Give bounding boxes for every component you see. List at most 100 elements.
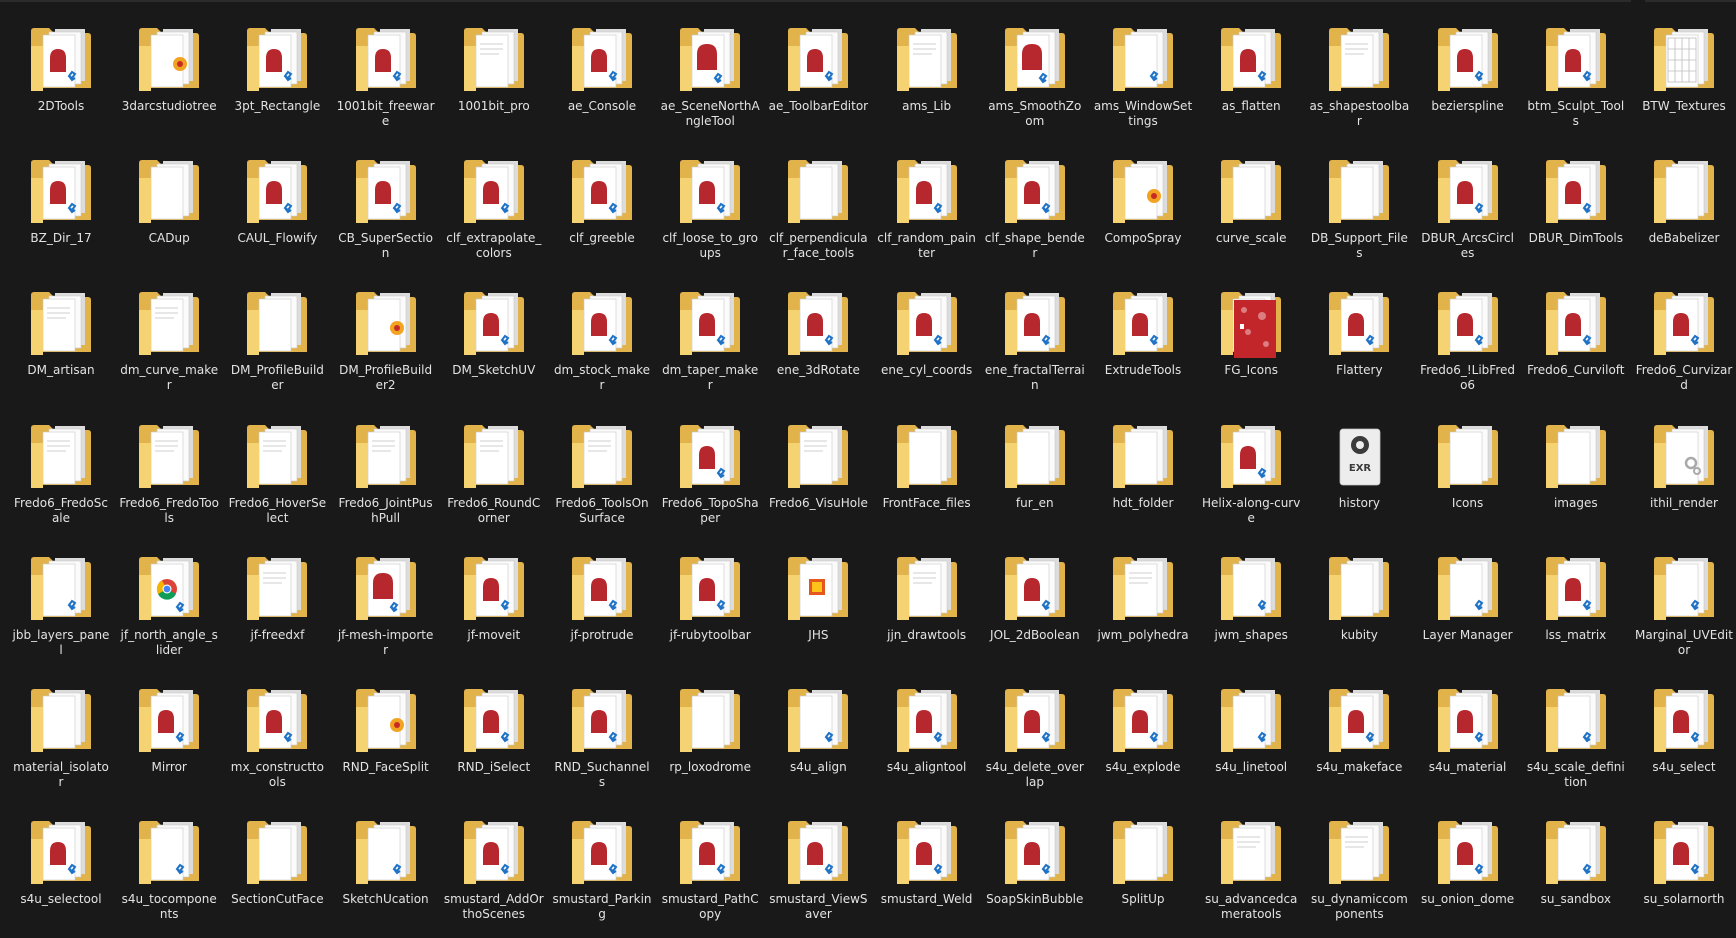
folder-item-as-flatten[interactable]: as_flatten xyxy=(1199,0,1303,128)
folder-item-ae-console[interactable]: ae_Console xyxy=(550,0,654,128)
folder-item-smustard-viewsaver[interactable]: smustard_ViewSaver xyxy=(766,793,870,921)
folder-item-sectioncutface[interactable]: SectionCutFace xyxy=(225,793,329,921)
folder-item-s4u-makeface[interactable]: s4u_makeface xyxy=(1307,661,1411,789)
folder-item-dm-curve-maker[interactable]: dm_curve_maker xyxy=(117,264,221,392)
folder-item-3pt-rectangle[interactable]: 3pt_Rectangle xyxy=(225,0,329,128)
folder-item-ene-3drotate[interactable]: ene_3dRotate xyxy=(766,264,870,392)
folder-item-su-onion-dome[interactable]: su_onion_dome xyxy=(1416,793,1520,921)
folder-item-dbur-arcscircles[interactable]: DBUR_ArcsCircles xyxy=(1416,132,1520,260)
folder-item-dm-stock-maker[interactable]: dm_stock_maker xyxy=(550,264,654,392)
folder-item-fredo6-roundcorner[interactable]: Fredo6_RoundCorner xyxy=(442,397,546,525)
folder-item-fredo6-hoverselect[interactable]: Fredo6_HoverSelect xyxy=(225,397,329,525)
folder-item-1001bit-pro[interactable]: 1001bit_pro xyxy=(442,0,546,128)
folder-item-fredo6-fredoscale[interactable]: Fredo6_FredoScale xyxy=(9,397,113,525)
folder-item-su-advancedcameratools[interactable]: su_advancedcameratools xyxy=(1199,793,1303,921)
folder-item-2dtools[interactable]: 2DTools xyxy=(9,0,113,128)
folder-item-jhs[interactable]: JHS xyxy=(766,529,870,657)
folder-item-compospray[interactable]: CompoSpray xyxy=(1091,132,1195,260)
folder-item-material-isolator[interactable]: material_isolator xyxy=(9,661,113,789)
folder-item-smustard-weld[interactable]: smustard_Weld xyxy=(875,793,979,921)
folder-item-btm-sculpt-tools[interactable]: btm_Sculpt_Tools xyxy=(1524,0,1628,128)
folder-item-ene-cyl-coords[interactable]: ene_cyl_coords xyxy=(875,264,979,392)
folder-item-clf-extrapolate-colors[interactable]: clf_extrapolate_colors xyxy=(442,132,546,260)
folder-item-ae-toolbareditor[interactable]: ae_ToolbarEditor xyxy=(766,0,870,128)
folder-item-frontface-files[interactable]: FrontFace_files xyxy=(875,397,979,525)
folder-item-rnd-suchannels[interactable]: RND_Suchannels xyxy=(550,661,654,789)
folder-item-debabelizer[interactable]: deBabelizer xyxy=(1632,132,1736,260)
folder-item-fredo6-curvizard[interactable]: Fredo6_Curvizard xyxy=(1632,264,1736,392)
folder-item-flattery[interactable]: Flattery xyxy=(1307,264,1411,392)
folder-item-clf-random-painter[interactable]: clf_random_painter xyxy=(875,132,979,260)
folder-item-mirror[interactable]: Mirror xyxy=(117,661,221,789)
folder-item-s4u-align[interactable]: s4u_align xyxy=(766,661,870,789)
folder-item-dm-sketchuv[interactable]: DM_SketchUV xyxy=(442,264,546,392)
folder-item-kubity[interactable]: kubity xyxy=(1307,529,1411,657)
folder-item-rnd-facesplit[interactable]: RND_FaceSplit xyxy=(334,661,438,789)
folder-item-fg-icons[interactable]: FG_Icons xyxy=(1199,264,1303,392)
folder-item-s4u-explode[interactable]: s4u_explode xyxy=(1091,661,1195,789)
folder-item-su-sandbox[interactable]: su_sandbox xyxy=(1524,793,1628,921)
folder-item-fredo6-visuhole[interactable]: Fredo6_VisuHole xyxy=(766,397,870,525)
folder-item-fredo6-curviloft[interactable]: Fredo6_Curviloft xyxy=(1524,264,1628,392)
folder-item-rnd-iselect[interactable]: RND_iSelect xyxy=(442,661,546,789)
folder-item-1001bit-freeware[interactable]: 1001bit_freeware xyxy=(334,0,438,128)
folder-item-smustard-pathcopy[interactable]: smustard_PathCopy xyxy=(658,793,762,921)
folder-item-s4u-delete-overlap[interactable]: s4u_delete_overlap xyxy=(983,661,1087,789)
folder-item-s4u-selectool[interactable]: s4u_selectool xyxy=(9,793,113,921)
folder-item-soapskinbubble[interactable]: SoapSkinBubble xyxy=(983,793,1087,921)
folder-item-jf-rubytoolbar[interactable]: jf-rubytoolbar xyxy=(658,529,762,657)
folder-item-hdt-folder[interactable]: hdt_folder xyxy=(1091,397,1195,525)
folder-item-dm-artisan[interactable]: DM_artisan xyxy=(9,264,113,392)
folder-item-jol-2dboolean[interactable]: JOL_2dBoolean xyxy=(983,529,1087,657)
folder-item-extrudetools[interactable]: ExtrudeTools xyxy=(1091,264,1195,392)
folder-item-s4u-select[interactable]: s4u_select xyxy=(1632,661,1736,789)
folder-item-clf-greeble[interactable]: clf_greeble xyxy=(550,132,654,260)
folder-item-curve-scale[interactable]: curve_scale xyxy=(1199,132,1303,260)
folder-item-cb-supersection[interactable]: CB_SuperSection xyxy=(334,132,438,260)
folder-item-cadup[interactable]: CADup xyxy=(117,132,221,260)
folder-item-ams-windowsettings[interactable]: ams_WindowSettings xyxy=(1091,0,1195,128)
folder-item-3darcstudiotree[interactable]: 3darcstudiotree xyxy=(117,0,221,128)
folder-item-fredo6-fredotools[interactable]: Fredo6_FredoTools xyxy=(117,397,221,525)
folder-item-smustard-addorthoscenes[interactable]: smustard_AddOrthoScenes xyxy=(442,793,546,921)
folder-item-as-shapestoolbar[interactable]: as_shapestoolbar xyxy=(1307,0,1411,128)
folder-item-mx-constructtools[interactable]: mx_constructtools xyxy=(225,661,329,789)
folder-item-ams-smoothzoom[interactable]: ams_SmoothZoom xyxy=(983,0,1087,128)
folder-item-jf-freedxf[interactable]: jf-freedxf xyxy=(225,529,329,657)
folder-item-su-dynamiccomponents[interactable]: su_dynamiccomponents xyxy=(1307,793,1411,921)
folder-item-s4u-tocomponents[interactable]: s4u_tocomponents xyxy=(117,793,221,921)
folder-item-dm-taper-maker[interactable]: dm_taper_maker xyxy=(658,264,762,392)
folder-item-ithil-render[interactable]: ithil_render xyxy=(1632,397,1736,525)
folder-item-ae-scenenorthangletool[interactable]: ae_SceneNorthAngleTool xyxy=(658,0,762,128)
folder-item-jf-protrude[interactable]: jf-protrude xyxy=(550,529,654,657)
folder-item-db-support-files[interactable]: DB_Support_Files xyxy=(1307,132,1411,260)
folder-item-ams-lib[interactable]: ams_Lib xyxy=(875,0,979,128)
folder-item-jbb-layers-panel[interactable]: jbb_layers_panel xyxy=(9,529,113,657)
folder-item-bz-dir-17[interactable]: BZ_Dir_17 xyxy=(9,132,113,260)
folder-item-lss-matrix[interactable]: lss_matrix xyxy=(1524,529,1628,657)
folder-item-jwm-polyhedra[interactable]: jwm_polyhedra xyxy=(1091,529,1195,657)
folder-item-clf-loose-to-groups[interactable]: clf_loose_to_groups xyxy=(658,132,762,260)
folder-item-fur-en[interactable]: fur_en xyxy=(983,397,1087,525)
folder-item-helix-along-curve[interactable]: Helix-along-curve xyxy=(1199,397,1303,525)
folder-item-caul-flowify[interactable]: CAUL_Flowify xyxy=(225,132,329,260)
folder-item-clf-perpendicular-face-tools[interactable]: clf_perpendicular_face_tools xyxy=(766,132,870,260)
folder-item-layer-manager[interactable]: Layer Manager xyxy=(1416,529,1520,657)
folder-item-images[interactable]: images xyxy=(1524,397,1628,525)
folder-item-smustard-parking[interactable]: smustard_Parking xyxy=(550,793,654,921)
folder-item-su-solarnorth[interactable]: su_solarnorth xyxy=(1632,793,1736,921)
folder-item-dm-profilebuilder[interactable]: DM_ProfileBuilder xyxy=(225,264,329,392)
folder-item-s4u-material[interactable]: s4u_material xyxy=(1416,661,1520,789)
folder-item-dbur-dimtools[interactable]: DBUR_DimTools xyxy=(1524,132,1628,260)
folder-item-marginal-uveditor[interactable]: Marginal_UVEditor xyxy=(1632,529,1736,657)
folder-item-rp-loxodrome[interactable]: rp_loxodrome xyxy=(658,661,762,789)
folder-item-fredo6-toolsonsurface[interactable]: Fredo6_ToolsOnSurface xyxy=(550,397,654,525)
folder-item-sketchucation[interactable]: SketchUcation xyxy=(334,793,438,921)
folder-item-jf-moveit[interactable]: jf-moveit xyxy=(442,529,546,657)
folder-item-s4u-scale-definition[interactable]: s4u_scale_definition xyxy=(1524,661,1628,789)
folder-item-dm-profilebuilder2[interactable]: DM_ProfileBuilder2 xyxy=(334,264,438,392)
folder-item-jf-mesh-importer[interactable]: jf-mesh-importer xyxy=(334,529,438,657)
folder-item-s4u-linetool[interactable]: s4u_linetool xyxy=(1199,661,1303,789)
folder-item-clf-shape-bender[interactable]: clf_shape_bender xyxy=(983,132,1087,260)
folder-item-fredo6-libfredo6[interactable]: Fredo6_!LibFredo6 xyxy=(1416,264,1520,392)
